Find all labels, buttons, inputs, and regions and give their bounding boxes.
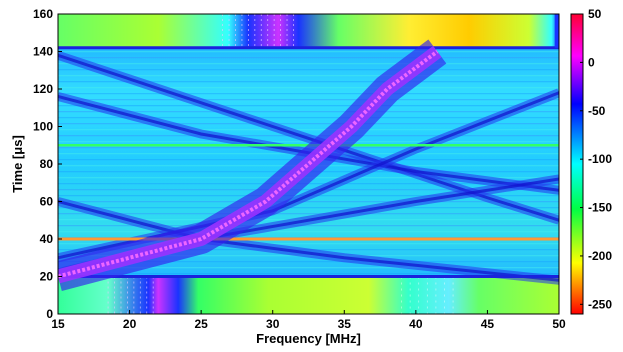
x-tick-label: 20 <box>123 317 137 331</box>
x-tick-label: 35 <box>338 317 352 331</box>
colorbar-tick-label: 0 <box>588 55 595 69</box>
x-tick-label: 25 <box>194 317 208 331</box>
y-tick-label: 20 <box>40 270 54 284</box>
band-upper <box>58 14 559 48</box>
band-lower <box>58 276 559 314</box>
y-axis: 0 20 40 60 80 100 120 140 160 <box>33 7 62 321</box>
y-tick-label: 160 <box>33 7 53 21</box>
colorbar-tick-label: 50 <box>588 7 602 21</box>
colorbar-axis: 50 0 -50 -100 -150 -200 -250 <box>580 7 612 311</box>
x-tick-label: 40 <box>409 317 423 331</box>
y-tick-label: 100 <box>33 120 53 134</box>
y-tick-label: 140 <box>33 45 53 59</box>
x-axis-label: Frequency [MHz] <box>256 331 361 346</box>
colorbar-tick-label: -100 <box>588 152 612 166</box>
x-tick-label: 30 <box>266 317 280 331</box>
heatmap-area <box>58 14 559 314</box>
colorbar <box>570 13 584 315</box>
y-tick-label: 60 <box>40 195 54 209</box>
y-tick-label: 80 <box>40 157 54 171</box>
x-tick-label: 45 <box>481 317 495 331</box>
y-axis-label: Time [μs] <box>10 135 25 193</box>
y-tick-label: 40 <box>40 232 54 246</box>
y-tick-label: 0 <box>46 307 53 321</box>
colorbar-tick-label: -50 <box>588 104 606 118</box>
main-streak-core <box>58 49 439 279</box>
colorbar-tick-label: -200 <box>588 249 612 263</box>
x-axis: 15 20 25 30 35 40 45 50 <box>51 310 566 331</box>
edge-sliver <box>554 14 559 48</box>
x-tick-label: 15 <box>51 317 65 331</box>
secondary-line-core <box>58 200 559 282</box>
colorbar-tick-label: -250 <box>588 297 612 311</box>
colorbar-tick-label: -150 <box>588 201 612 215</box>
y-tick-label: 120 <box>33 82 53 96</box>
x-tick-label: 50 <box>552 317 566 331</box>
